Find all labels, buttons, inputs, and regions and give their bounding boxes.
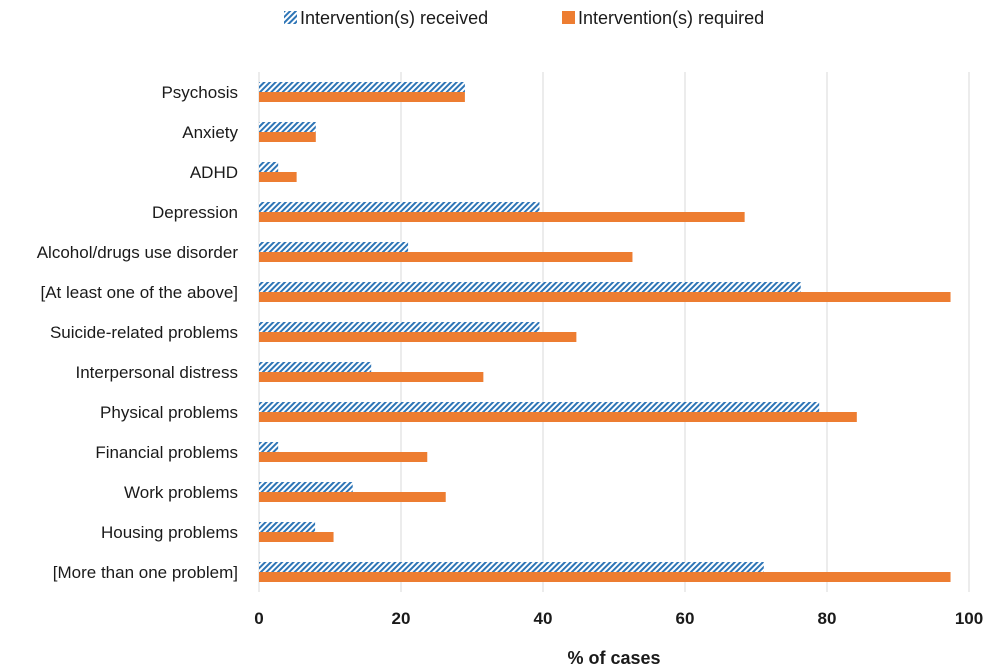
legend-swatch-required	[562, 11, 575, 24]
bar-received	[259, 442, 279, 452]
category-label: ADHD	[190, 163, 238, 182]
bar-required	[259, 412, 857, 422]
category-label: [At least one of the above]	[40, 283, 238, 302]
x-tick-label: 0	[254, 609, 263, 628]
bar-required	[259, 332, 577, 342]
bar-received	[259, 82, 465, 92]
x-tick-label: 60	[676, 609, 695, 628]
bar-required	[259, 172, 297, 182]
category-label: Psychosis	[161, 83, 238, 102]
bar-received	[259, 282, 801, 292]
bar-received	[259, 362, 372, 372]
category-label: Interpersonal distress	[75, 363, 238, 382]
legend-swatch-received	[284, 11, 297, 24]
bar-required	[259, 492, 446, 502]
category-label: Depression	[152, 203, 238, 222]
bar-received	[259, 162, 279, 172]
category-label: [More than one problem]	[53, 563, 238, 582]
legend-label-received: Intervention(s) received	[300, 8, 488, 28]
bar-required	[259, 292, 951, 302]
bar-required	[259, 92, 465, 102]
legend: Intervention(s) received Intervention(s)…	[284, 8, 764, 28]
category-label: Work problems	[124, 483, 238, 502]
x-tick-label: 100	[955, 609, 983, 628]
bar-required	[259, 532, 334, 542]
category-label: Physical problems	[100, 403, 238, 422]
bar-received	[259, 562, 764, 572]
category-label: Financial problems	[95, 443, 238, 462]
bar-received	[259, 522, 316, 532]
bar-required	[259, 452, 428, 462]
bar-received	[259, 122, 316, 132]
bar-received	[259, 482, 353, 492]
category-label: Housing problems	[101, 523, 238, 542]
category-label: Anxiety	[182, 123, 238, 142]
bar-required	[259, 212, 745, 222]
x-tick-labels: 0 20 40 60 80 100	[254, 609, 983, 628]
bar-received	[259, 402, 820, 412]
x-tick-label: 40	[534, 609, 553, 628]
x-tick-label: 20	[392, 609, 411, 628]
category-label: Suicide-related problems	[50, 323, 238, 342]
bar-required	[259, 572, 951, 582]
bar-received	[259, 322, 540, 332]
category-label: Alcohol/drugs use disorder	[37, 243, 239, 262]
legend-label-required: Intervention(s) required	[578, 8, 764, 28]
bars	[259, 82, 951, 582]
x-axis-title: % of cases	[567, 648, 660, 668]
category-labels: Psychosis Anxiety ADHD Depression Alcohol/dr…	[37, 83, 239, 582]
bar-received	[259, 202, 540, 212]
x-tick-label: 80	[818, 609, 837, 628]
bar-required	[259, 132, 316, 142]
bar-received	[259, 242, 409, 252]
bar-required	[259, 252, 633, 262]
bar-required	[259, 372, 484, 382]
